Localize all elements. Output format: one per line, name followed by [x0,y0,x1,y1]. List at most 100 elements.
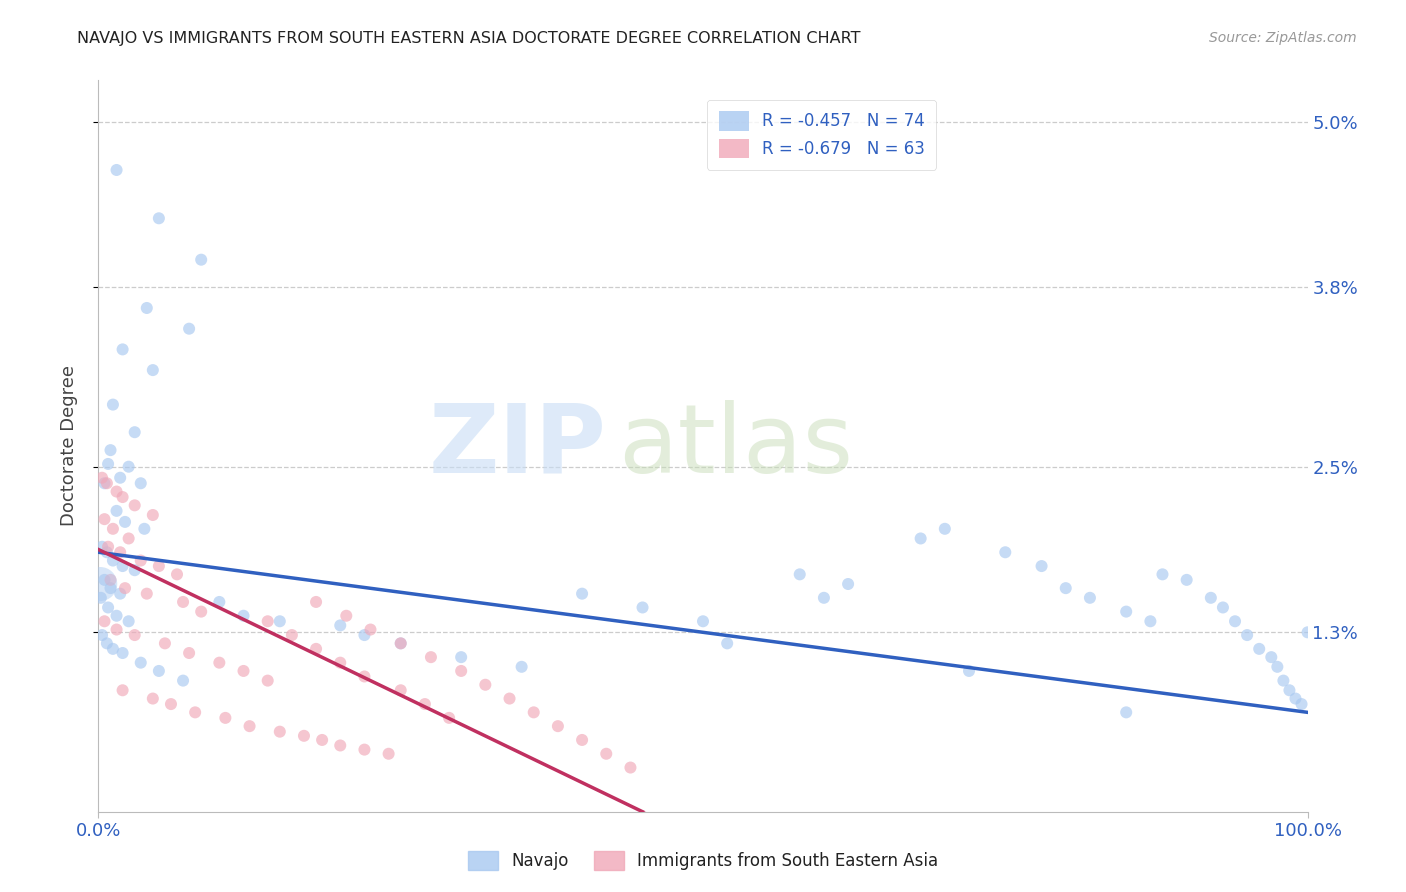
Point [124,425,146,440]
Point [172,673,194,688]
Point [389,636,412,650]
Text: NAVAJO VS IMMIGRANTS FROM SOUTH EASTERN ASIA DOCTORATE DEGREE CORRELATION CHART: NAVAJO VS IMMIGRANTS FROM SOUTH EASTERN … [77,31,860,46]
Point [153,636,176,650]
Point [281,628,304,642]
Point [329,618,352,632]
Point [510,660,533,674]
Point [96,545,118,559]
Point [93,573,115,587]
Point [256,673,278,688]
Point [619,760,641,774]
Point [353,669,375,683]
Point [957,664,980,678]
Point [335,608,357,623]
Point [450,650,472,665]
Point [1054,581,1077,595]
Point [105,623,128,637]
Point [1272,673,1295,688]
Point [1267,660,1289,674]
Point [101,522,124,536]
Point [420,650,443,665]
Point [101,641,124,656]
Point [523,706,546,720]
Point [1236,628,1258,642]
Point [305,641,328,656]
Text: Source: ZipAtlas.com: Source: ZipAtlas.com [1209,31,1357,45]
Point [91,540,114,554]
Point [105,608,128,623]
Point [1139,614,1161,628]
Point [111,490,134,504]
Point [97,600,120,615]
Point [135,587,157,601]
Point [97,457,120,471]
Point [172,595,194,609]
Point [97,540,120,554]
Point [124,563,146,577]
Point [134,522,156,536]
Point [100,581,122,595]
Point [1296,625,1319,640]
Point [437,711,460,725]
Point [214,711,236,725]
Point [789,567,811,582]
Point [108,471,131,485]
Point [910,532,932,546]
Point [148,211,170,226]
Point [114,581,136,595]
Point [1115,605,1137,619]
Point [124,628,146,642]
Point [101,398,124,412]
Point [105,504,128,518]
Point [256,614,278,628]
Point [100,573,122,587]
Point [108,587,131,601]
Point [692,614,714,628]
Point [389,636,412,650]
Point [190,252,212,267]
Point [1031,559,1053,574]
Point [474,678,496,692]
Point [111,559,134,574]
Point [100,443,122,458]
Point [1175,573,1198,587]
Point [142,363,165,377]
Point [353,742,375,756]
Point [1278,683,1301,698]
Point [934,522,956,536]
Legend: R = -0.457   N = 74, R = -0.679   N = 63: R = -0.457 N = 74, R = -0.679 N = 63 [707,100,936,169]
Point [631,600,654,615]
Point [994,545,1017,559]
Point [160,697,183,711]
Point [111,646,134,660]
Point [148,664,170,678]
Point [1223,614,1246,628]
Point [105,163,128,178]
Point [311,733,333,747]
Point [114,515,136,529]
Legend: Navajo, Immigrants from South Eastern Asia: Navajo, Immigrants from South Eastern As… [461,844,945,877]
Point [595,747,617,761]
Point [360,623,382,637]
Point [105,484,128,499]
Point [813,591,835,605]
Point [101,553,124,567]
Text: ZIP: ZIP [429,400,606,492]
Point [571,587,593,601]
Point [111,343,134,357]
Point [329,739,352,753]
Point [1199,591,1222,605]
Point [208,656,231,670]
Point [124,499,146,513]
Point [1249,641,1271,656]
Point [1260,650,1282,665]
Point [389,683,412,698]
Point [353,628,375,642]
Point [118,459,141,474]
Point [239,719,262,733]
Point [329,656,352,670]
Y-axis label: Doctorate Degree: Doctorate Degree [59,366,77,526]
Point [108,545,131,559]
Point [179,321,201,335]
Point [184,706,207,720]
